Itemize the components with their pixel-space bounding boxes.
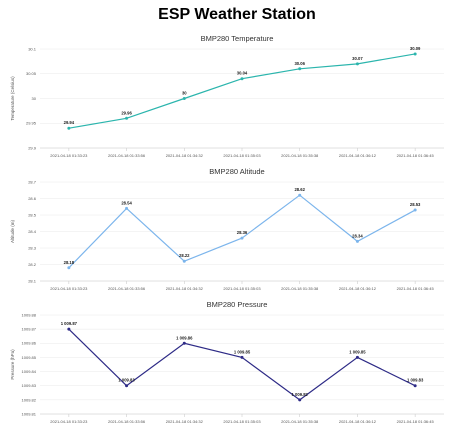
x-tick-label: 2021-04-18 01:33:56 [108,419,146,424]
y-tick-label: 28.3 [28,245,37,250]
series-line [68,328,416,401]
x-tick-label: 2021-04-18 01:36:12 [339,153,377,158]
data-label: 28.54 [121,200,132,205]
y-axis-label: Pressure (hPa) [10,349,15,380]
y-tick-label: 1009.84 [22,369,37,374]
y-tick-label: 1009.86 [22,341,37,346]
data-label: 28.18 [64,260,75,265]
x-tick-label: 2021-04-18 01:35:03 [223,419,261,424]
data-point [67,327,71,331]
y-tick-label: 28.6 [28,196,37,201]
y-tick-label: 1009.83 [22,383,37,388]
data-point [182,341,186,345]
data-label: 1 009.85 [234,349,251,354]
y-tick-label: 28.2 [28,262,37,267]
data-point [298,193,302,197]
data-label: 30.06 [294,61,305,66]
chart-title: BMP280 Pressure [207,300,268,309]
y-tick-label: 1009.82 [22,397,37,402]
y-tick-label: 29.95 [26,121,37,126]
data-point [67,126,71,130]
data-label: 30.09 [410,46,421,51]
data-label: 28.36 [237,230,248,235]
x-tick-label: 2021-04-18 01:33:23 [50,286,88,291]
y-tick-label: 30.05 [26,71,37,76]
data-label: 30 [182,91,187,96]
y-tick-label: 28.4 [28,229,37,234]
y-tick-label: 30 [32,96,37,101]
data-point [355,355,359,359]
altitude-chart: BMP280 Altitude Altitude (m) 28.1 28.2 28.3 2… [10,167,444,291]
data-label: 1 009.85 [349,349,366,354]
data-label: 30.07 [352,56,363,61]
data-label: 30.04 [237,71,248,76]
data-label: 28.34 [352,233,363,238]
x-tick-label: 2021-04-18 01:36:12 [339,419,377,424]
chart-title: BMP280 Temperature [201,34,274,43]
chart-title: BMP280 Altitude [209,167,264,176]
x-tick-label: 2021-04-18 01:35:38 [281,286,319,291]
data-label: 1 009.87 [61,321,78,326]
x-tick-label: 2021-04-18 01:36:45 [397,286,435,291]
y-tick-label: 1009.81 [22,411,37,416]
data-label: 29.96 [121,110,132,115]
y-axis-label: Temperature (Celsius) [10,76,15,121]
data-point [67,266,71,270]
x-tick-label: 2021-04-18 01:36:12 [339,286,377,291]
data-point [355,239,359,243]
data-point [355,62,359,66]
y-tick-label: 29.9 [28,145,37,150]
x-tick-label: 2021-04-18 01:33:23 [50,153,88,158]
series-line [68,53,416,129]
data-point [298,67,302,71]
data-point [413,208,417,212]
y-tick-label: 1009.85 [22,355,37,360]
data-label: 1 009.86 [176,335,193,340]
data-label: 28.53 [410,202,421,207]
x-tick-label: 2021-04-18 01:35:38 [281,419,319,424]
data-point [413,52,417,56]
data-label: 1 009.83 [407,378,424,383]
data-point [125,384,129,388]
data-point [413,384,417,388]
data-point [182,259,186,263]
page-title: ESP Weather Station [158,6,316,23]
y-tick-label: 28.5 [28,212,37,217]
y-tick-label: 1009.88 [22,312,37,317]
y-tick-label: 30.1 [28,46,37,51]
x-tick-label: 2021-04-18 01:33:23 [50,419,88,424]
data-point [298,398,302,402]
x-tick-label: 2021-04-18 01:34:32 [166,286,204,291]
data-point [125,116,129,120]
data-point [240,355,244,359]
x-tick-label: 2021-04-18 01:35:03 [223,286,261,291]
data-label: 28.62 [294,187,305,192]
data-point [182,97,186,100]
temperature-chart: BMP280 Temperature Temperature (Celsius) 2… [10,34,444,158]
x-tick-label: 2021-04-18 01:36:45 [397,419,435,424]
data-point [240,236,244,240]
x-tick-label: 2021-04-18 01:34:32 [166,153,204,158]
y-axis-label: Altitude (m) [10,220,15,244]
y-tick-label: 28.7 [28,179,37,184]
data-label: 1 009.83 [118,378,135,383]
pressure-chart: BMP280 Pressure Pressure (hPa) 1009.81 1009… [10,300,444,424]
data-point [125,206,129,210]
x-tick-label: 2021-04-18 01:33:56 [108,286,146,291]
y-tick-label: 28.1 [28,278,37,283]
data-label: 28.22 [179,253,190,258]
x-tick-label: 2021-04-18 01:35:38 [281,153,319,158]
x-tick-label: 2021-04-18 01:35:03 [223,153,261,158]
y-tick-label: 1009.87 [22,327,37,332]
x-tick-label: 2021-04-18 01:36:45 [397,153,435,158]
x-tick-label: 2021-04-18 01:33:56 [108,153,146,158]
data-point [240,77,244,81]
x-tick-label: 2021-04-18 01:34:32 [166,419,204,424]
data-label: 1 009.82 [292,392,309,397]
data-label: 29.94 [64,120,75,125]
